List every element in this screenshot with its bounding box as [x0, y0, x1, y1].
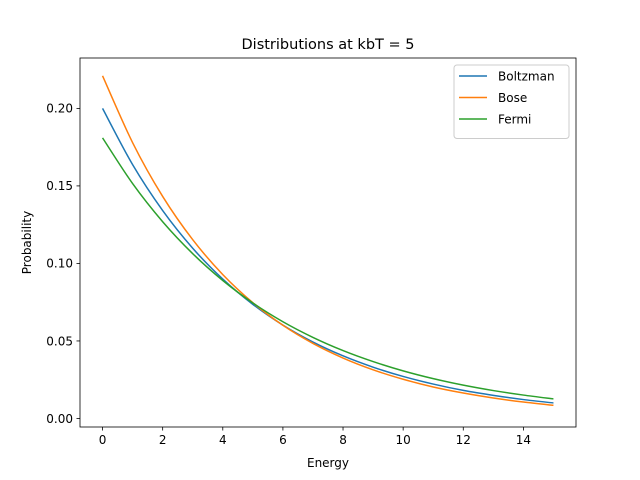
legend-label-bose: Bose: [498, 91, 527, 105]
plot-frame: [79, 57, 577, 428]
x-tick-label: 0: [99, 433, 107, 447]
x-tick-label: 12: [456, 433, 471, 447]
y-tick-label: 0.05: [46, 334, 73, 348]
y-tick-label: 0.00: [46, 412, 73, 426]
series-layer: [101, 75, 554, 407]
x-tick-label: 6: [279, 433, 287, 447]
x-axis-ticks: 0 2 4 6 8 10 12 14: [99, 427, 531, 447]
x-tick-label: 2: [159, 433, 167, 447]
y-axis-label: Probability: [20, 211, 34, 274]
y-tick-label: 0.15: [46, 179, 73, 193]
legend: Boltzman Bose Fermi: [453, 64, 570, 139]
x-tick-label: 4: [219, 433, 227, 447]
legend-label-fermi: Fermi: [498, 112, 531, 126]
series-line-bose: [101, 75, 554, 407]
y-tick-label: 0.20: [46, 102, 73, 116]
chart-title: Distributions at kbT = 5: [242, 37, 415, 53]
x-tick-label: 14: [516, 433, 531, 447]
y-axis-ticks: 0.00 0.05 0.10 0.15 0.20: [46, 102, 80, 426]
x-tick-label: 10: [396, 433, 411, 447]
legend-label-boltzman: Boltzman: [498, 69, 555, 83]
legend-box: [453, 64, 570, 139]
series-line-fermi: [101, 137, 554, 400]
series-line-boltzman: [101, 108, 554, 404]
x-tick-label: 8: [339, 433, 347, 447]
y-tick-label: 0.10: [46, 257, 73, 271]
x-axis-label: Energy: [307, 456, 349, 470]
